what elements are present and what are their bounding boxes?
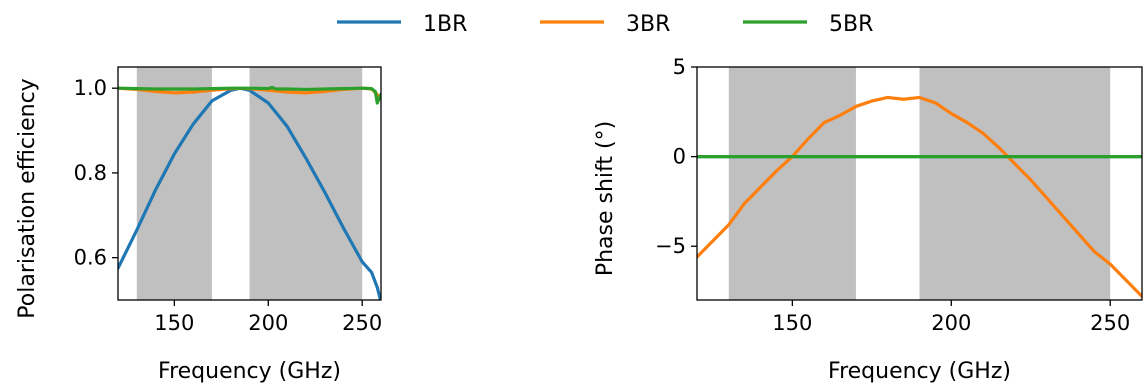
axes-frame: [117, 66, 382, 301]
legend-item-3br: 3BR: [540, 12, 670, 37]
legend-label: 3BR: [626, 12, 670, 37]
legend-item-5br: 5BR: [743, 12, 873, 37]
shaded-band-1: [249, 67, 363, 300]
x-tick-label: 150: [154, 311, 194, 335]
series-line-1br: [118, 86, 381, 300]
legend-item-1br: 1BR: [337, 12, 467, 37]
y-tick-label: 0: [673, 145, 686, 169]
x-axis-label: Frequency (GHz): [828, 359, 1011, 384]
panel-polarisation-efficiency: 150 200 250 0.6 0.8 1.0 Frequency (GHz) Polaris…: [15, 66, 382, 384]
x-tick-label: 150: [772, 311, 812, 335]
y-tick-label: −5: [655, 234, 686, 258]
series-line-3br: [697, 95, 1142, 299]
y-tick-label: 0.6: [74, 246, 107, 270]
axes-frame: [696, 66, 1143, 301]
x-tick-label: 250: [1090, 311, 1130, 335]
panel-phase-shift: 150 200 250 −5 0 5 Frequency (GHz) Phase shift …: [593, 55, 1143, 384]
y-axis-label: Polarisation efficiency: [15, 78, 40, 318]
y-tick-label: 5: [673, 55, 686, 79]
series-line-5br: [118, 85, 381, 105]
x-tick-label: 250: [342, 311, 382, 335]
y-tick-label: 1.0: [74, 76, 107, 100]
y-tick-label: 0.8: [74, 161, 107, 185]
x-axis-label: Frequency (GHz): [158, 359, 341, 384]
shaded-band-0: [728, 67, 856, 300]
x-tick-label: 200: [931, 311, 971, 335]
legend: 1BR 3BR 5BR: [337, 12, 873, 37]
y-axis-label: Phase shift (°): [593, 121, 618, 276]
shaded-band-0: [136, 67, 212, 300]
shaded-band-1: [919, 67, 1111, 300]
legend-label: 1BR: [423, 12, 467, 37]
legend-label: 5BR: [829, 12, 873, 37]
x-tick-label: 200: [248, 311, 288, 335]
